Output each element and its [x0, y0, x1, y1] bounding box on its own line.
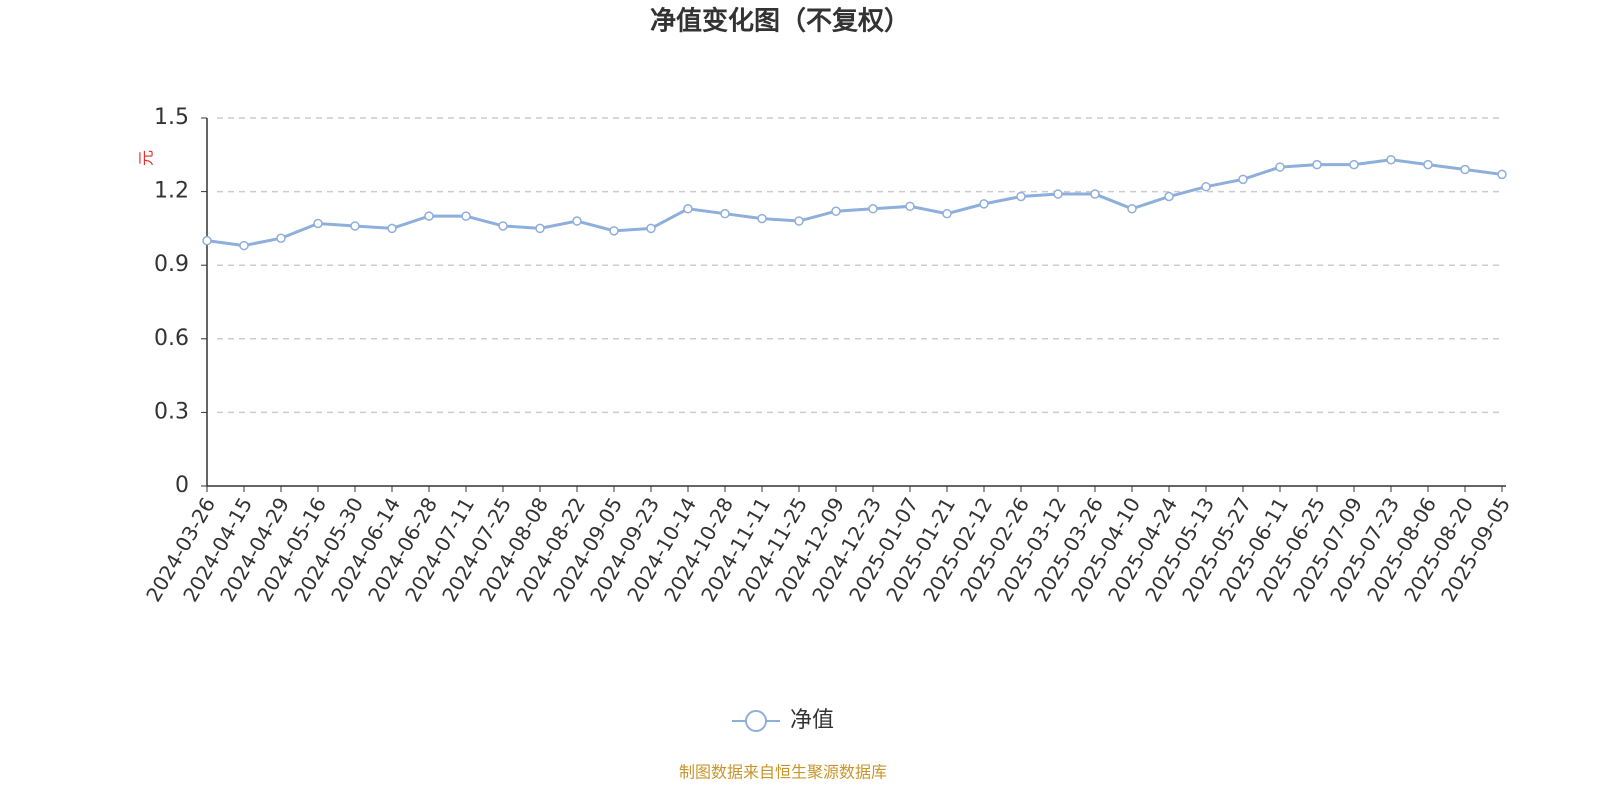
y-tick-label: 1.5: [154, 105, 189, 130]
legend-label: 净值: [790, 708, 834, 733]
point: [683, 204, 693, 214]
point: [1016, 191, 1026, 202]
point: [498, 221, 508, 231]
y-tick-label: 0.6: [154, 326, 189, 351]
point: [794, 216, 804, 226]
point: [609, 226, 619, 236]
chart-title: 净值变化图（不复权）: [650, 6, 910, 37]
y-tick-label: 0.9: [154, 252, 189, 277]
point: [905, 201, 915, 212]
point: [424, 211, 434, 221]
point: [1349, 159, 1359, 170]
y-axis-label: 元: [137, 150, 156, 166]
point: [831, 206, 841, 216]
point: [202, 235, 212, 246]
point: [1164, 191, 1174, 202]
point: [572, 216, 582, 226]
point: [1497, 169, 1507, 180]
point: [720, 208, 730, 219]
point: [1386, 154, 1396, 165]
point: [239, 240, 249, 251]
point: [1460, 164, 1470, 175]
point: [350, 221, 360, 231]
source-note: 制图数据来自恒生聚源数据库: [679, 763, 887, 782]
point: [1201, 181, 1211, 192]
point: [1423, 159, 1433, 170]
point: [1053, 189, 1063, 199]
point: [868, 204, 878, 214]
point: [535, 223, 545, 234]
point: [1090, 189, 1100, 199]
point: [1127, 204, 1137, 214]
point: [461, 211, 471, 221]
point: [979, 199, 989, 209]
point: [313, 218, 323, 229]
y-tick-label: 1.2: [154, 179, 189, 204]
point: [1238, 174, 1248, 185]
y-tick-label: 0: [175, 473, 189, 498]
point: [1275, 162, 1285, 172]
point: [1312, 159, 1322, 170]
point: [757, 213, 767, 224]
line: [206, 158, 1503, 248]
point: [942, 208, 952, 219]
y-tick-label: 0.3: [154, 399, 189, 424]
point: [387, 223, 397, 234]
legend-marker: [745, 710, 767, 732]
point: [646, 223, 656, 234]
point: [276, 233, 286, 243]
